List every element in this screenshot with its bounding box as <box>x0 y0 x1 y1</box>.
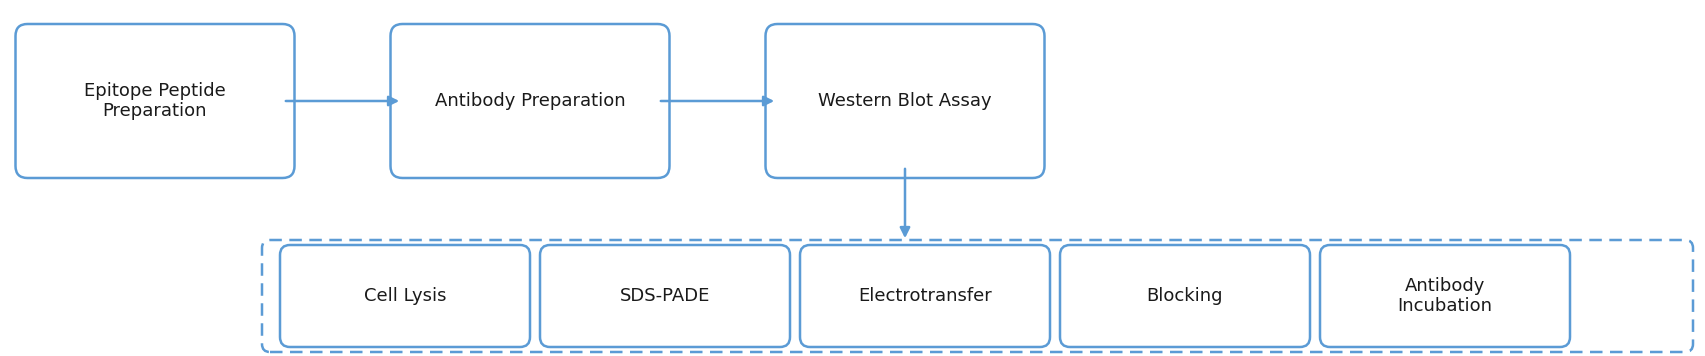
FancyBboxPatch shape <box>390 24 670 178</box>
Text: SDS-PADE: SDS-PADE <box>621 287 711 305</box>
FancyBboxPatch shape <box>15 24 295 178</box>
Text: Antibody
Incubation: Antibody Incubation <box>1398 277 1492 315</box>
FancyBboxPatch shape <box>1320 245 1570 347</box>
FancyBboxPatch shape <box>766 24 1045 178</box>
Text: Western Blot Assay: Western Blot Assay <box>818 92 992 110</box>
FancyBboxPatch shape <box>540 245 789 347</box>
FancyBboxPatch shape <box>280 245 530 347</box>
FancyBboxPatch shape <box>1061 245 1309 347</box>
Text: Electrotransfer: Electrotransfer <box>858 287 992 305</box>
Text: Epitope Peptide
Preparation: Epitope Peptide Preparation <box>84 82 225 120</box>
Text: Antibody Preparation: Antibody Preparation <box>435 92 626 110</box>
Text: Cell Lysis: Cell Lysis <box>363 287 447 305</box>
Text: Blocking: Blocking <box>1147 287 1222 305</box>
FancyBboxPatch shape <box>800 245 1050 347</box>
